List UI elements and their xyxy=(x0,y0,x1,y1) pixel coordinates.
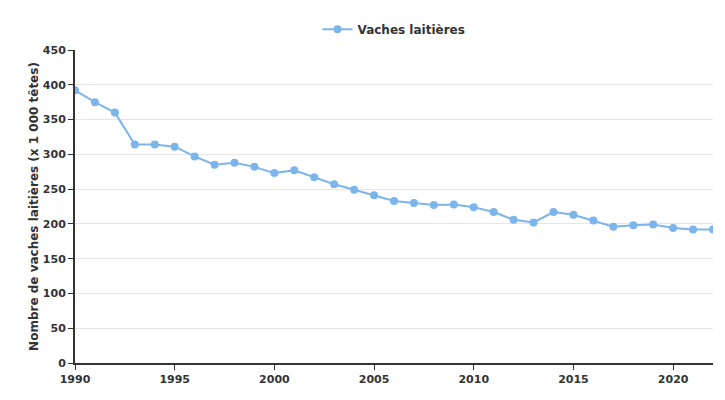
svg-text:50: 50 xyxy=(50,322,66,335)
svg-text:350: 350 xyxy=(43,113,66,126)
svg-text:2000: 2000 xyxy=(259,373,290,386)
svg-text:1995: 1995 xyxy=(159,373,190,386)
svg-text:300: 300 xyxy=(43,148,66,161)
svg-text:200: 200 xyxy=(43,218,66,231)
svg-text:1990: 1990 xyxy=(60,373,91,386)
svg-text:Nombre de vaches laitières (x: Nombre de vaches laitières (x 1 000 tête… xyxy=(27,62,41,351)
svg-text:2010: 2010 xyxy=(458,373,489,386)
svg-text:2020: 2020 xyxy=(658,373,689,386)
svg-text:0: 0 xyxy=(58,357,66,370)
svg-text:400: 400 xyxy=(43,79,66,92)
svg-text:Vaches laitières: Vaches laitières xyxy=(358,23,465,37)
svg-text:250: 250 xyxy=(43,183,66,196)
svg-text:100: 100 xyxy=(43,287,66,300)
svg-text:2015: 2015 xyxy=(558,373,589,386)
svg-text:150: 150 xyxy=(43,253,66,266)
svg-text:450: 450 xyxy=(43,44,66,57)
svg-text:2005: 2005 xyxy=(359,373,390,386)
